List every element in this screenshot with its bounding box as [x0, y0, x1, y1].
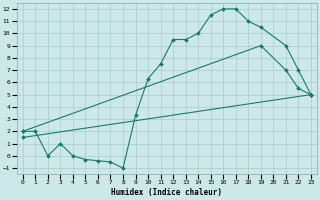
X-axis label: Humidex (Indice chaleur): Humidex (Indice chaleur) — [111, 188, 222, 197]
